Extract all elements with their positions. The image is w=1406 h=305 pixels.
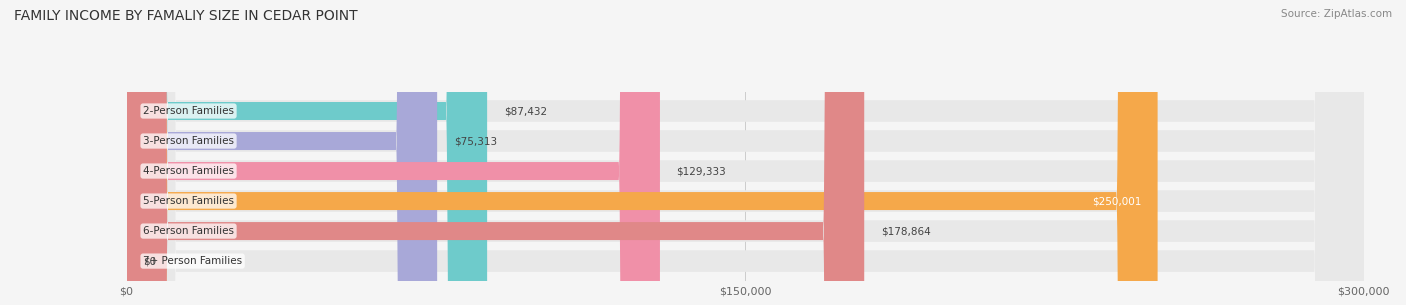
Text: $250,001: $250,001 [1091, 196, 1142, 206]
FancyBboxPatch shape [127, 0, 1364, 305]
FancyBboxPatch shape [127, 0, 1364, 305]
Text: 2-Person Families: 2-Person Families [143, 106, 233, 116]
Text: Source: ZipAtlas.com: Source: ZipAtlas.com [1281, 9, 1392, 19]
FancyBboxPatch shape [127, 0, 1364, 305]
Text: $0: $0 [143, 256, 156, 266]
Text: $129,333: $129,333 [676, 166, 725, 176]
Text: $178,864: $178,864 [880, 226, 931, 236]
FancyBboxPatch shape [127, 0, 1157, 305]
FancyBboxPatch shape [127, 0, 865, 305]
Text: 7+ Person Families: 7+ Person Families [143, 256, 242, 266]
FancyBboxPatch shape [127, 0, 1364, 305]
FancyBboxPatch shape [127, 0, 486, 305]
Text: $87,432: $87,432 [503, 106, 547, 116]
Text: $75,313: $75,313 [454, 136, 496, 146]
Text: 5-Person Families: 5-Person Families [143, 196, 233, 206]
FancyBboxPatch shape [127, 0, 659, 305]
Text: 6-Person Families: 6-Person Families [143, 226, 233, 236]
FancyBboxPatch shape [127, 0, 437, 305]
FancyBboxPatch shape [127, 0, 1364, 305]
FancyBboxPatch shape [127, 0, 1364, 305]
Text: 4-Person Families: 4-Person Families [143, 166, 233, 176]
Text: FAMILY INCOME BY FAMALIY SIZE IN CEDAR POINT: FAMILY INCOME BY FAMALIY SIZE IN CEDAR P… [14, 9, 357, 23]
Text: 3-Person Families: 3-Person Families [143, 136, 233, 146]
